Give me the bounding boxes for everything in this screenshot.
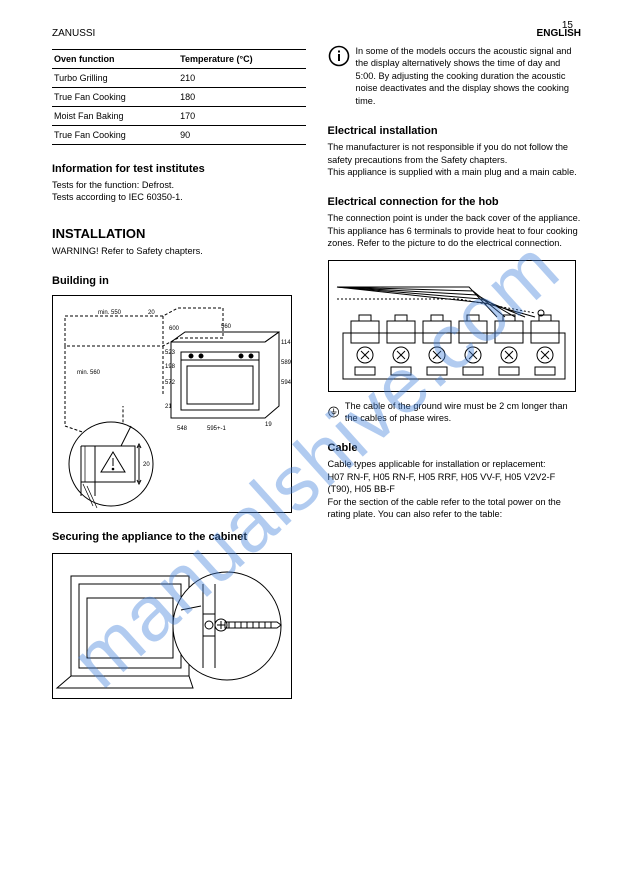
svg-text:560: 560 [221,324,232,330]
figure-building-in: min. 550 20 600 560 114 589 594 19 595+-… [52,295,292,513]
svg-text:548: 548 [177,426,188,432]
cable-heading: Cable [328,442,582,454]
figure-securing [52,553,292,699]
table-col-1: Temperature (°C) [178,50,305,69]
info-text: In some of the models occurs the acousti… [356,45,582,107]
svg-text:198: 198 [165,364,176,370]
ground-text: The cable of the ground wire must be 2 c… [345,400,581,425]
defrost-text: Tests for the function: Defrost. Tests a… [52,179,306,204]
svg-text:595+-1: 595+-1 [207,426,227,432]
svg-text:523: 523 [165,350,176,356]
svg-text:589: 589 [281,360,292,366]
header-lang: ENGLISH [537,28,581,39]
defrost-heading: Information for test institutes [52,163,306,175]
electrical-heading: Electrical installation [328,125,582,137]
svg-text:20: 20 [143,462,150,468]
securing-heading: Securing the appliance to the cabinet [52,531,306,543]
test-table: Oven function Temperature (°C) Turbo Gri… [52,49,306,145]
svg-text:19: 19 [265,422,272,428]
install-warning: WARNING! Refer to Safety chapters. [52,245,306,257]
table-row: True Fan Cooking180 [52,88,306,107]
hob-conn-text: The connection point is under the back c… [328,212,582,249]
hob-conn-heading: Electrical connection for the hob [328,196,582,208]
svg-text:21: 21 [165,404,172,410]
figure-terminal-block [328,260,576,392]
page-number: 15 [562,20,573,31]
ground-icon [328,404,339,420]
table-row: True Fan Cooking90 [52,126,306,145]
electrical-text: The manufacturer is not responsible if y… [328,141,582,178]
svg-text:min. 560: min. 560 [77,370,101,376]
svg-text:594: 594 [281,380,292,386]
table-row: Moist Fan Baking170 [52,107,306,126]
svg-text:572: 572 [165,380,176,386]
cable-text: Cable types applicable for installation … [328,458,582,520]
svg-text:min. 550: min. 550 [98,310,122,316]
svg-text:20: 20 [148,310,155,316]
table-row: Turbo Grilling210 [52,69,306,88]
svg-text:600: 600 [169,326,180,332]
install-heading: INSTALLATION [52,226,306,241]
info-icon [328,45,350,67]
header-brand: ZANUSSI [52,28,95,39]
svg-text:114: 114 [281,340,291,346]
building-in-heading: Building in [52,275,306,287]
table-col-0: Oven function [52,50,178,69]
